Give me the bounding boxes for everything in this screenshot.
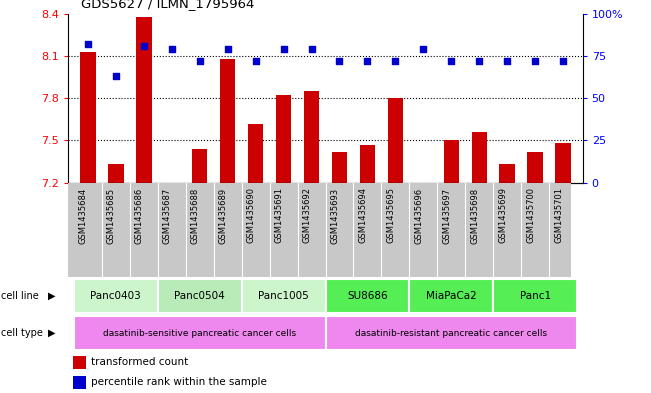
Point bbox=[418, 46, 428, 52]
Bar bbox=[360, 145, 375, 183]
Point bbox=[251, 58, 261, 64]
Text: GSM1435687: GSM1435687 bbox=[163, 187, 172, 244]
Text: GSM1435685: GSM1435685 bbox=[107, 187, 116, 244]
Text: GSM1435700: GSM1435700 bbox=[526, 187, 535, 243]
Text: GSM1435690: GSM1435690 bbox=[247, 187, 256, 243]
Text: Panc1: Panc1 bbox=[519, 291, 551, 301]
Bar bbox=[527, 152, 543, 183]
Text: GSM1435696: GSM1435696 bbox=[414, 187, 423, 244]
Point bbox=[474, 58, 484, 64]
Point bbox=[334, 58, 344, 64]
Bar bbox=[242, 279, 326, 313]
Bar bbox=[409, 279, 493, 313]
Text: transformed count: transformed count bbox=[92, 358, 189, 367]
Bar bbox=[74, 316, 326, 350]
Point bbox=[362, 58, 372, 64]
Point bbox=[83, 41, 93, 47]
Bar bbox=[326, 279, 409, 313]
Text: GSM1435698: GSM1435698 bbox=[470, 187, 479, 244]
Bar bbox=[108, 164, 124, 183]
Point bbox=[390, 58, 400, 64]
Text: GSM1435701: GSM1435701 bbox=[554, 187, 563, 243]
Text: GSM1435695: GSM1435695 bbox=[387, 187, 395, 243]
Point bbox=[502, 58, 512, 64]
Point bbox=[530, 58, 540, 64]
Text: dasatinib-resistant pancreatic cancer cells: dasatinib-resistant pancreatic cancer ce… bbox=[355, 329, 547, 338]
Text: dasatinib-sensitive pancreatic cancer cells: dasatinib-sensitive pancreatic cancer ce… bbox=[103, 329, 296, 338]
Bar bbox=[80, 52, 96, 183]
Bar bbox=[158, 279, 242, 313]
Text: ▶: ▶ bbox=[48, 291, 55, 301]
Bar bbox=[388, 98, 403, 183]
Point bbox=[111, 73, 121, 79]
Text: ▶: ▶ bbox=[48, 328, 55, 338]
Text: cell line: cell line bbox=[1, 291, 39, 301]
Bar bbox=[493, 279, 577, 313]
Bar bbox=[276, 95, 291, 183]
Bar bbox=[136, 17, 152, 183]
Bar bbox=[74, 376, 87, 389]
Text: GSM1435689: GSM1435689 bbox=[219, 187, 228, 244]
Point bbox=[167, 46, 177, 52]
Bar bbox=[499, 164, 515, 183]
Text: GSM1435699: GSM1435699 bbox=[498, 187, 507, 243]
Bar bbox=[326, 316, 577, 350]
Text: GSM1435694: GSM1435694 bbox=[359, 187, 367, 243]
Bar bbox=[471, 132, 487, 183]
Text: SU8686: SU8686 bbox=[347, 291, 388, 301]
Bar bbox=[74, 356, 87, 369]
Text: Panc1005: Panc1005 bbox=[258, 291, 309, 301]
Text: GSM1435692: GSM1435692 bbox=[303, 187, 312, 243]
Point bbox=[223, 46, 233, 52]
Text: MiaPaCa2: MiaPaCa2 bbox=[426, 291, 477, 301]
Bar bbox=[220, 59, 236, 183]
Point bbox=[307, 46, 317, 52]
Point bbox=[558, 58, 568, 64]
Point bbox=[446, 58, 456, 64]
Bar bbox=[74, 279, 158, 313]
Text: Panc0504: Panc0504 bbox=[174, 291, 225, 301]
Text: GSM1435697: GSM1435697 bbox=[442, 187, 451, 244]
Text: GSM1435693: GSM1435693 bbox=[331, 187, 339, 244]
Point bbox=[139, 43, 149, 49]
Text: cell type: cell type bbox=[1, 328, 43, 338]
Text: Panc0403: Panc0403 bbox=[90, 291, 141, 301]
Bar bbox=[555, 143, 571, 183]
Text: GSM1435684: GSM1435684 bbox=[79, 187, 88, 244]
Text: percentile rank within the sample: percentile rank within the sample bbox=[92, 377, 268, 387]
Bar bbox=[304, 91, 319, 183]
Text: GSM1435686: GSM1435686 bbox=[135, 187, 144, 244]
Text: GDS5627 / ILMN_1795964: GDS5627 / ILMN_1795964 bbox=[81, 0, 255, 10]
Bar bbox=[332, 152, 347, 183]
Point bbox=[279, 46, 289, 52]
Text: GSM1435688: GSM1435688 bbox=[191, 187, 200, 244]
Bar bbox=[192, 149, 208, 183]
Point bbox=[195, 58, 205, 64]
Bar bbox=[443, 141, 459, 183]
Text: GSM1435691: GSM1435691 bbox=[275, 187, 284, 243]
Bar bbox=[248, 124, 263, 183]
